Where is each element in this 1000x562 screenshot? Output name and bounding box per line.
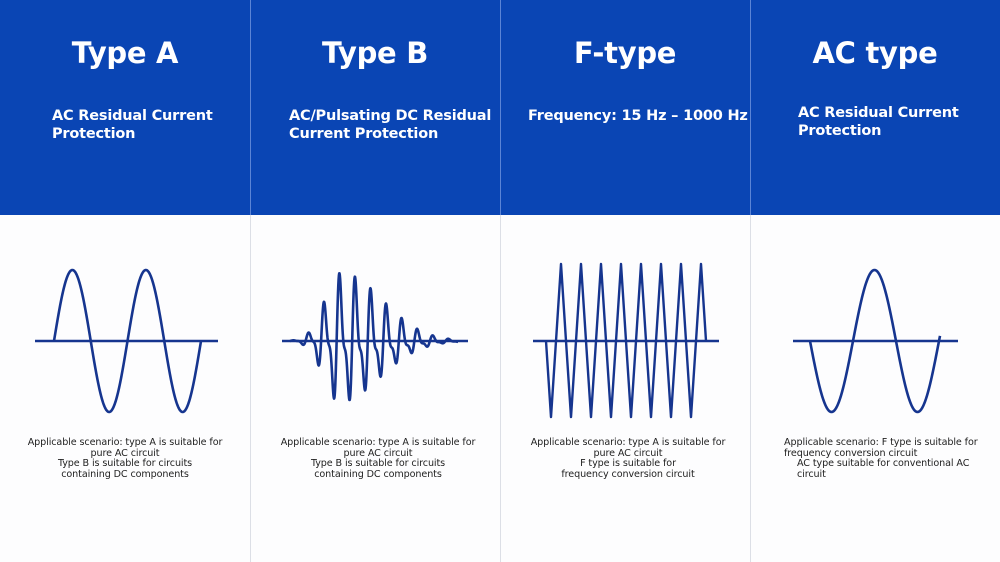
column-divider [750,0,751,562]
description-line: Applicable scenario: F type is suitable … [784,437,978,448]
column-subtitle: AC Residual Current Protection [52,107,213,143]
subtitle-line: AC Residual Current [798,105,959,121]
subtitle-line: Frequency: 15 Hz – 1000 Hz [528,108,748,124]
description-line: Applicable scenario: type A is suitable … [27,437,223,448]
subtitle-line: AC Residual Current [52,108,213,124]
description-line: containing DC components [61,468,189,480]
column-subtitle: AC/Pulsating DC Residual Current Protect… [289,107,491,143]
sine-wave-icon [52,268,203,414]
column-divider [500,0,501,562]
column-title: AC type [812,36,938,70]
subtitle-line: Protection [798,123,882,139]
column-description: Applicable scenario: type A is suitable … [0,437,250,480]
description-line: pure AC circuit [343,447,413,459]
description-line: pure AC circuit [593,447,663,459]
column-subtitle: Frequency: 15 Hz – 1000 Hz [528,107,748,125]
subtitle-line: AC/Pulsating DC Residual [289,108,492,124]
header-panel: F-type Frequency: 15 Hz – 1000 Hz [500,0,750,215]
subtitle-line: Protection [52,126,136,142]
column-ac-type: AC type AC Residual Current Protection A… [750,0,1000,562]
column-title: F-type [573,36,677,70]
header-panel: AC type AC Residual Current Protection [750,0,1000,215]
description-line: F type is suitable for [580,458,676,470]
pulsating-burst-wave-icon [289,271,459,402]
column-divider [250,0,251,562]
description-line: Applicable scenario: type A is suitable … [280,437,476,448]
column-title: Type A [71,36,179,70]
column-title: Type B [321,36,429,70]
header-panel: Type B AC/Pulsating DC Residual Current … [250,0,500,215]
description-line: frequency conversion circuit [561,468,695,480]
header-panel: Type A AC Residual Current Protection [0,0,250,215]
column-description: Applicable scenario: F type is suitable … [784,437,994,480]
description-line: AC type suitable for conventional AC [797,458,970,470]
subtitle-line: Current Protection [289,126,439,142]
column-type-b: Type B AC/Pulsating DC Residual Current … [250,0,500,562]
column-description: Applicable scenario: type A is suitable … [503,437,753,480]
column-description: Applicable scenario: type A is suitable … [253,437,503,480]
description-line: Type B is suitable for circuits [57,458,193,470]
description-line: frequency conversion circuit [784,447,918,459]
high-frequency-spike-wave-icon [544,262,708,419]
description-line: circuit [797,468,826,480]
description-line: containing DC components [314,468,442,480]
column-f-type: F-type Frequency: 15 Hz – 1000 Hz Applic… [500,0,750,562]
description-line: Applicable scenario: type A is suitable … [530,437,726,448]
description-line: Type B is suitable for circuits [310,458,446,470]
inverted-sine-wave-icon [808,268,942,414]
description-line: pure AC circuit [90,447,160,459]
column-type-a: Type A AC Residual Current Protection Ap… [0,0,250,562]
column-subtitle: AC Residual Current Protection [798,104,959,140]
